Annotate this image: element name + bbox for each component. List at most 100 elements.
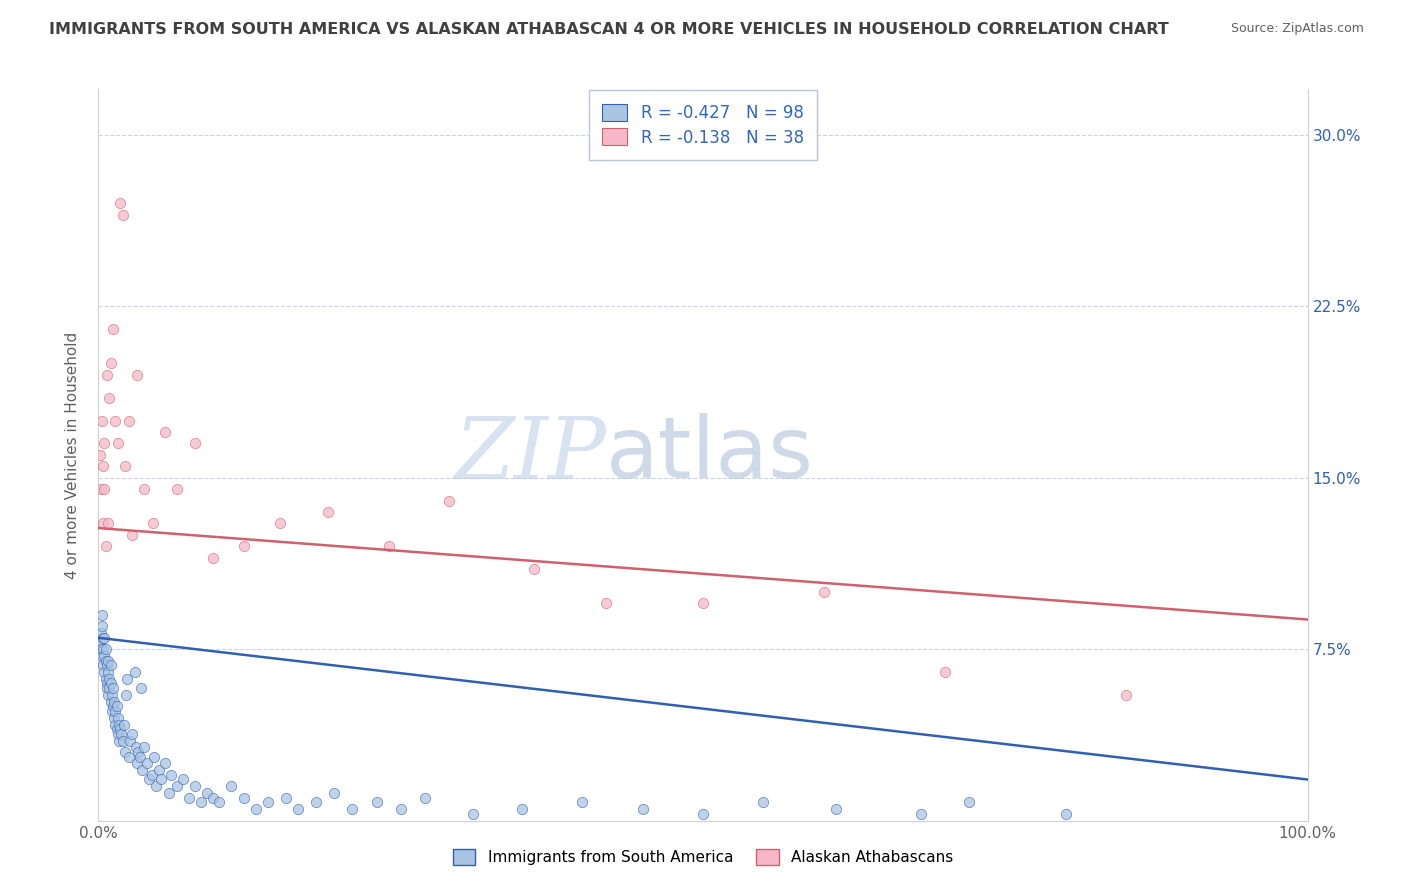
Point xyxy=(104,414,127,428)
Point xyxy=(221,780,243,794)
Point xyxy=(523,562,546,576)
Point xyxy=(103,695,125,709)
Point xyxy=(153,756,176,771)
Point xyxy=(105,723,128,737)
Point xyxy=(145,780,167,794)
Point xyxy=(94,672,117,686)
Point xyxy=(305,796,328,810)
Point xyxy=(160,768,183,782)
Point xyxy=(90,482,112,496)
Point xyxy=(150,772,173,787)
Point xyxy=(157,786,180,800)
Point xyxy=(813,585,835,599)
Point xyxy=(114,745,136,759)
Point xyxy=(463,806,485,821)
Point xyxy=(108,717,131,731)
Point xyxy=(115,688,138,702)
Point xyxy=(97,665,120,679)
Point xyxy=(245,802,267,816)
Point xyxy=(287,802,309,816)
Point xyxy=(127,745,149,759)
Point xyxy=(94,654,117,668)
Point xyxy=(166,780,188,794)
Point xyxy=(269,516,291,531)
Point xyxy=(93,482,115,496)
Point xyxy=(94,539,117,553)
Point xyxy=(316,505,339,519)
Point xyxy=(166,482,188,496)
Point xyxy=(91,414,114,428)
Point xyxy=(117,672,139,686)
Point xyxy=(91,649,114,664)
Point xyxy=(127,756,149,771)
Point xyxy=(100,704,122,718)
Point xyxy=(184,780,207,794)
Point xyxy=(124,665,146,679)
Point xyxy=(1054,806,1077,821)
Point xyxy=(208,796,231,810)
Point xyxy=(104,704,127,718)
Point xyxy=(910,806,932,821)
Point xyxy=(274,790,297,805)
Point xyxy=(96,676,118,690)
Point xyxy=(96,681,118,695)
Point xyxy=(125,740,148,755)
Point xyxy=(91,516,114,531)
Point xyxy=(389,802,412,816)
Point xyxy=(90,642,112,657)
Point xyxy=(127,368,149,382)
Point xyxy=(91,459,114,474)
Point xyxy=(91,631,114,645)
Point xyxy=(111,733,134,747)
Point xyxy=(437,493,460,508)
Point xyxy=(232,539,254,553)
Point xyxy=(108,733,131,747)
Point xyxy=(134,482,156,496)
Point xyxy=(107,436,129,450)
Point xyxy=(595,597,617,611)
Point xyxy=(105,699,128,714)
Point xyxy=(128,749,150,764)
Legend: Immigrants from South America, Alaskan Athabascans: Immigrants from South America, Alaskan A… xyxy=(440,837,966,877)
Point xyxy=(89,635,111,649)
Point xyxy=(93,665,115,679)
Point xyxy=(190,796,212,810)
Point xyxy=(110,727,132,741)
Point xyxy=(377,539,399,553)
Point xyxy=(89,448,111,462)
Point xyxy=(934,665,956,679)
Point xyxy=(96,658,118,673)
Point xyxy=(510,802,533,816)
Point xyxy=(118,733,141,747)
Point xyxy=(112,717,135,731)
Point xyxy=(571,796,593,810)
Point xyxy=(153,425,176,439)
Point xyxy=(98,681,121,695)
Point xyxy=(138,772,160,787)
Point xyxy=(100,688,122,702)
Point xyxy=(202,790,225,805)
Point xyxy=(111,208,134,222)
Point xyxy=(90,626,112,640)
Text: atlas: atlas xyxy=(606,413,814,497)
Point xyxy=(1115,688,1137,702)
Point xyxy=(101,322,124,336)
Point xyxy=(101,699,124,714)
Point xyxy=(91,607,114,622)
Point xyxy=(107,711,129,725)
Point xyxy=(142,516,165,531)
Point xyxy=(342,802,364,816)
Point xyxy=(107,727,129,741)
Text: IMMIGRANTS FROM SOUTH AMERICA VS ALASKAN ATHABASCAN 4 OR MORE VEHICLES IN HOUSEH: IMMIGRANTS FROM SOUTH AMERICA VS ALASKAN… xyxy=(49,22,1168,37)
Point xyxy=(631,802,654,816)
Point xyxy=(141,768,163,782)
Point xyxy=(825,802,848,816)
Point xyxy=(101,681,124,695)
Point xyxy=(131,764,153,778)
Point xyxy=(97,688,120,702)
Point xyxy=(172,772,194,787)
Point xyxy=(98,391,121,405)
Point xyxy=(97,516,120,531)
Point xyxy=(98,672,121,686)
Point xyxy=(232,790,254,805)
